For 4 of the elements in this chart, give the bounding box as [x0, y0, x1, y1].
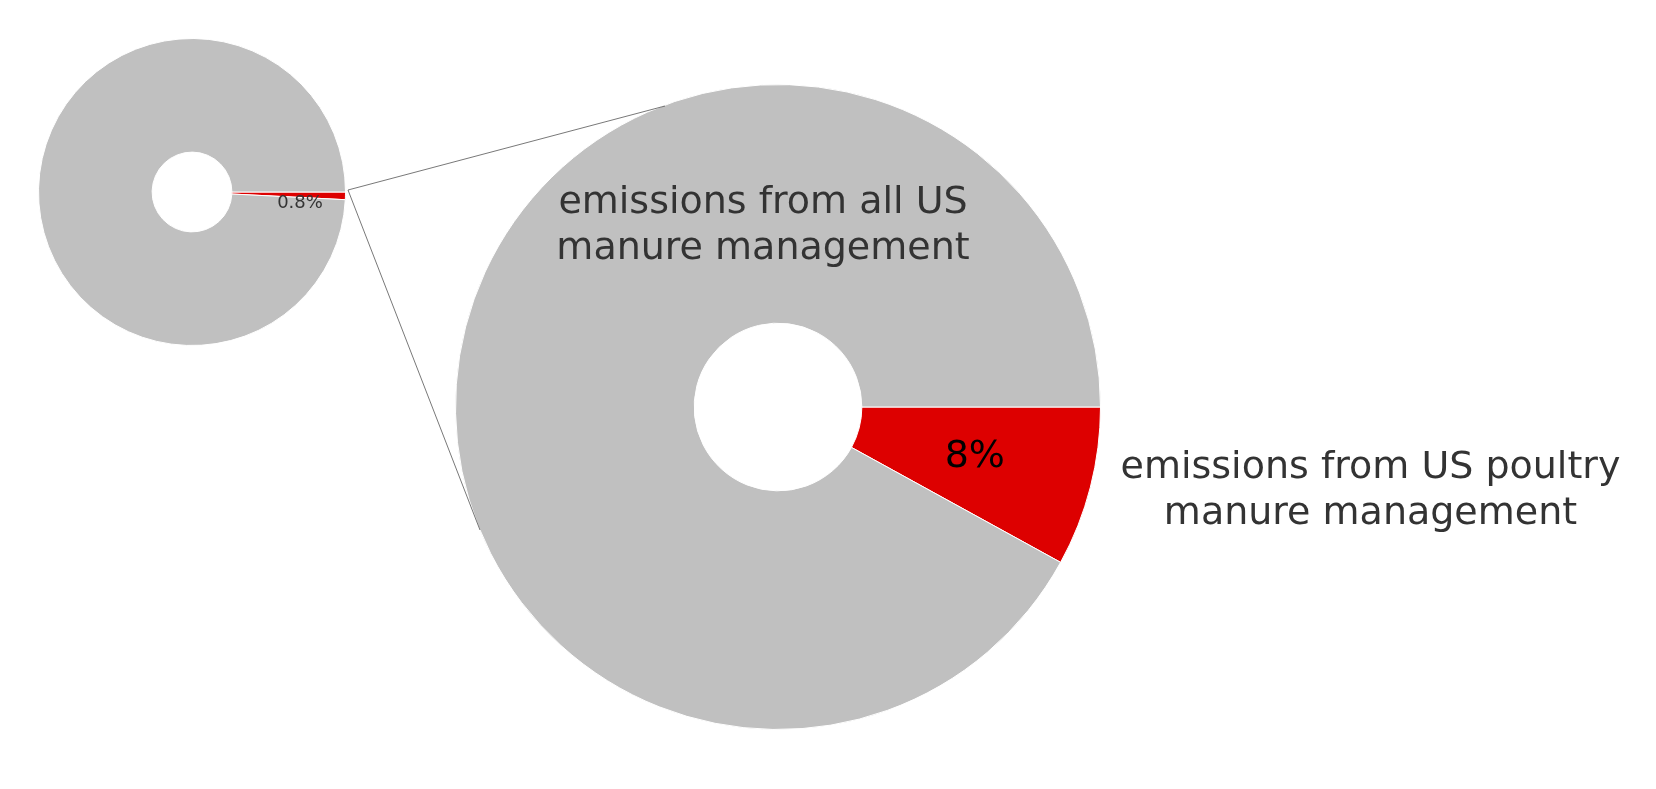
- data-label: 8%: [944, 432, 1005, 477]
- slice-label: emissions from all US manure management: [556, 178, 970, 269]
- slice-label: emissions from US poultry manure management: [1120, 443, 1621, 533]
- data-label: 0.8%: [277, 191, 323, 213]
